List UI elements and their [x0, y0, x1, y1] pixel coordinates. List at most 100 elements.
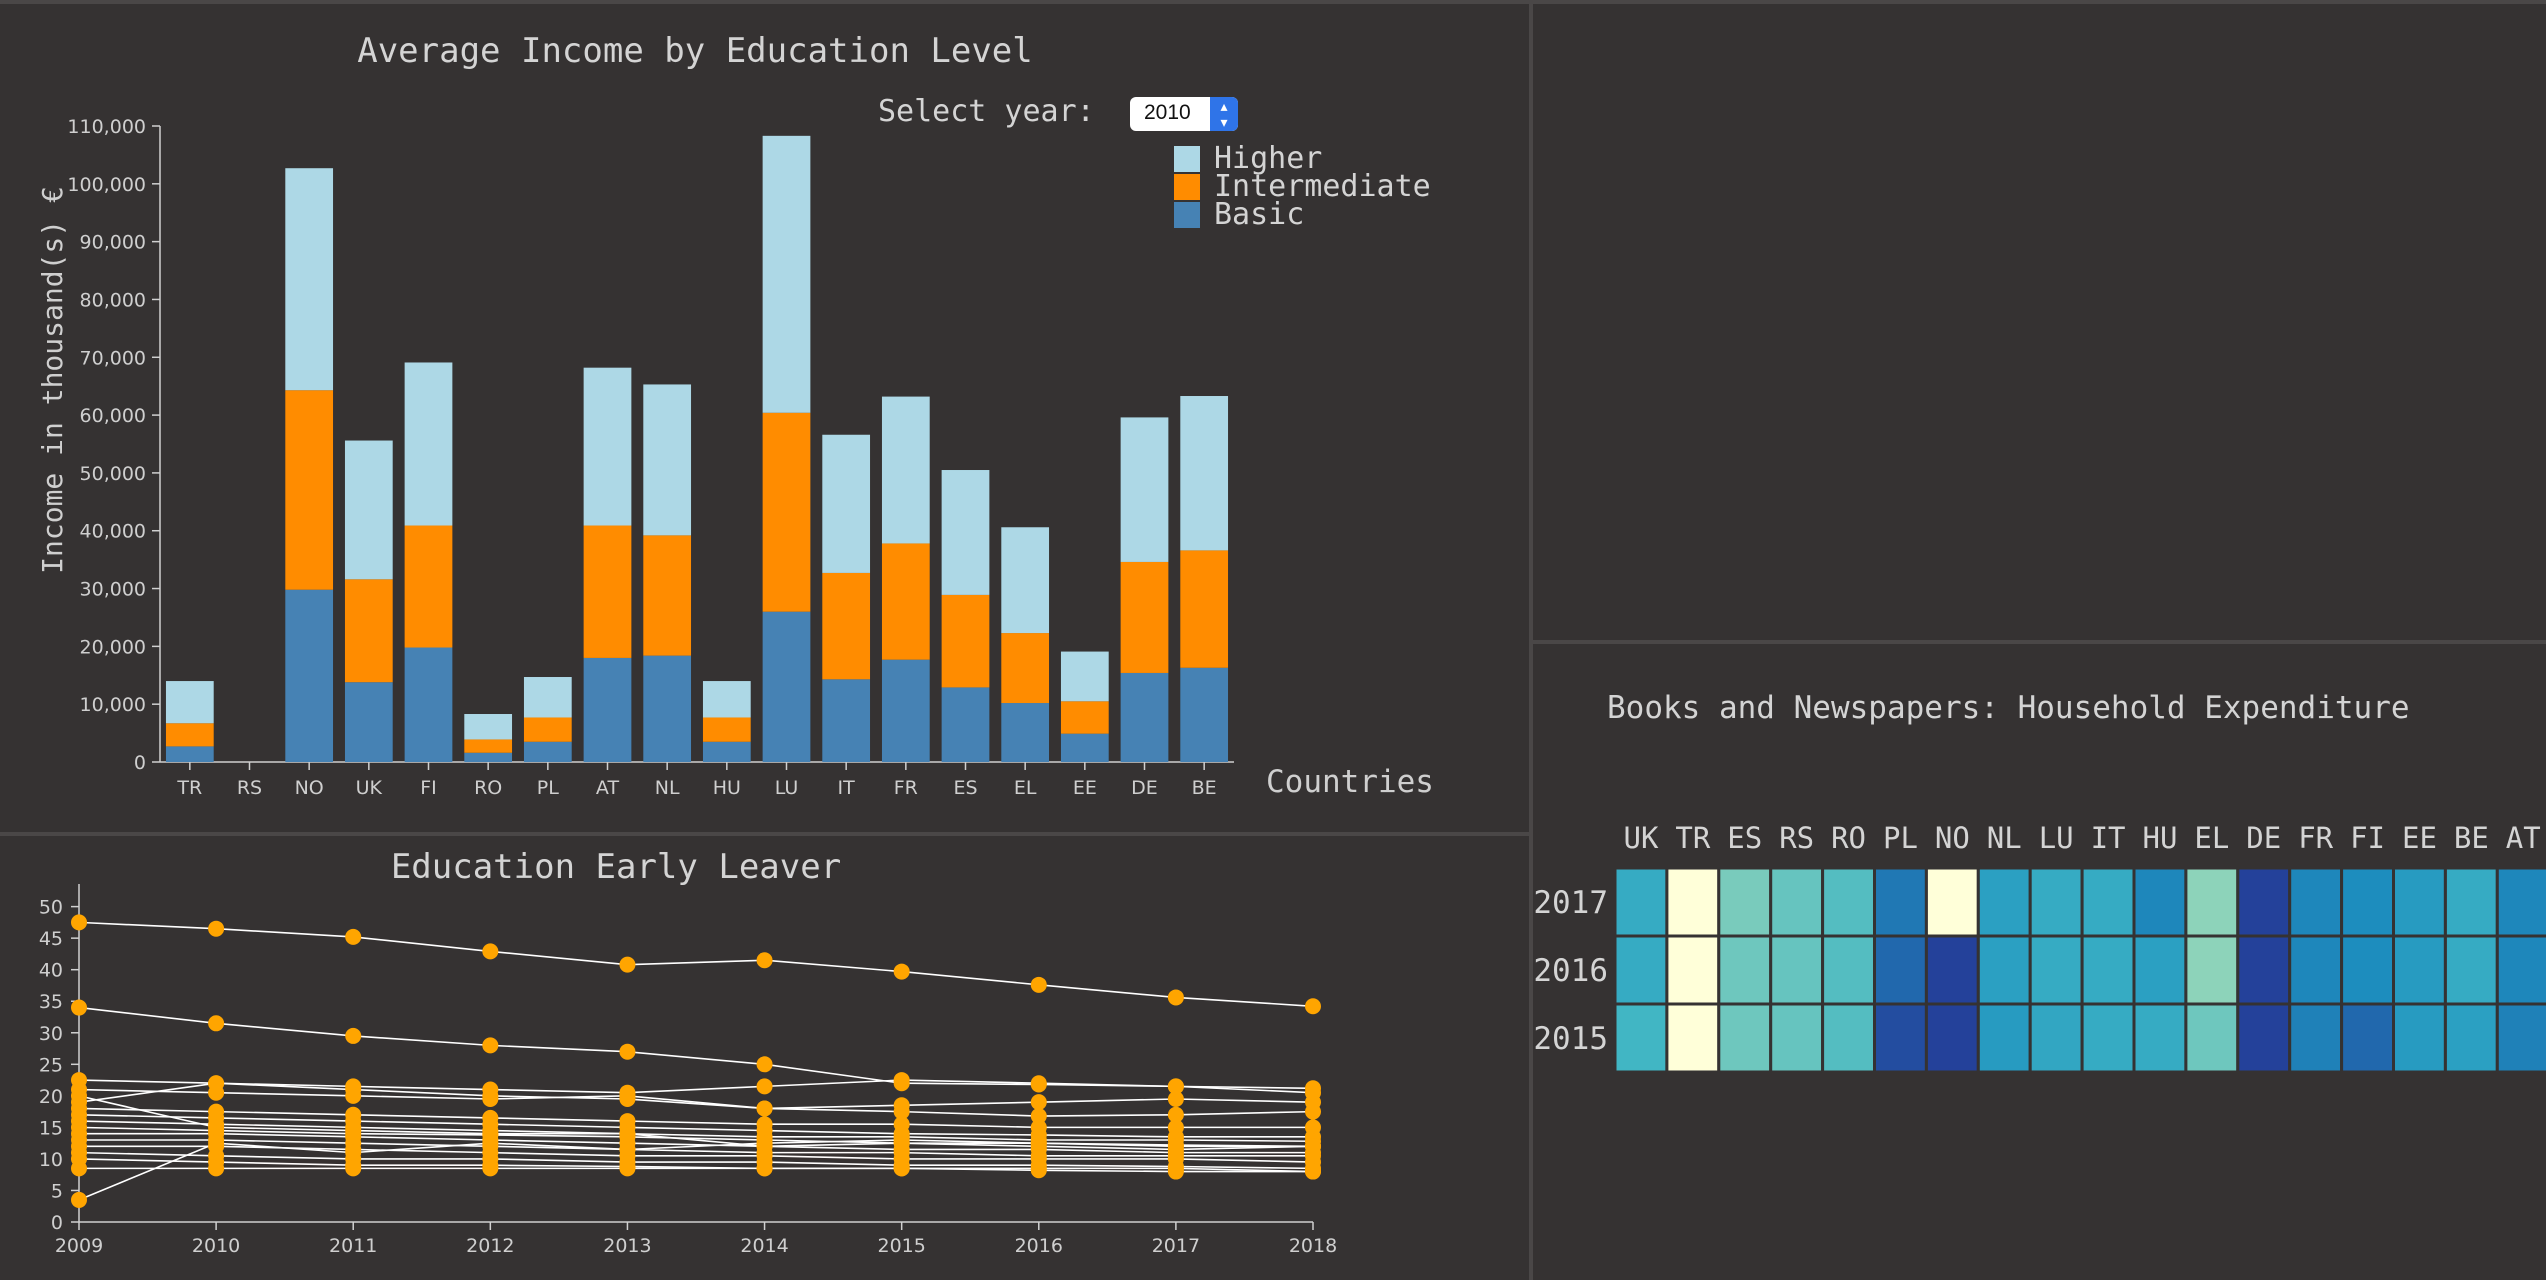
bar-basic-ES [941, 687, 990, 762]
series-line-9 [79, 1132, 1313, 1154]
y-tick-label: 110,000 [67, 116, 146, 138]
series-point-0-2016 [1030, 976, 1047, 993]
x-tick-label: FR [894, 777, 918, 799]
series-point-4-2017 [1167, 1091, 1184, 1107]
series-point-16-2016 [1030, 1135, 1047, 1152]
series-point-2-2016 [1030, 1075, 1047, 1092]
heatmap-cell-2016-IT [2080, 934, 2136, 1006]
y-tick-label: 5 [51, 1180, 63, 1202]
bar-basic-TR [165, 746, 214, 762]
chart-title: Average Income by Education Level [357, 31, 1033, 71]
series-point-0-2013 [619, 956, 636, 973]
heatmap-cell-2017-NO [1924, 866, 1980, 938]
bar-intermediate-RO [464, 739, 513, 753]
heatmap-cell-2017-HU [2132, 866, 2188, 938]
series-point-4-2016 [1030, 1094, 1047, 1111]
series-line-16 [78, 1139, 1313, 1201]
bar-intermediate-TR [165, 723, 214, 747]
heatmap-cell-2015-ES [1717, 1002, 1773, 1074]
x-tick-label: BE [1192, 777, 1217, 799]
bar-intermediate-IT [822, 572, 871, 680]
heatmap-cell-2015-PL [1873, 1002, 1928, 1074]
heatmap-col-label: FR [2298, 821, 2333, 855]
series-line-3 [78, 1088, 1314, 1117]
series-point-0-2012 [482, 943, 499, 960]
heatmap-cell-2015-EL [2184, 1002, 2240, 1074]
series-line-10 [79, 1139, 1313, 1157]
series-point-15-2013 [619, 1125, 636, 1142]
bar-basic-RO [464, 752, 513, 762]
series-point-16-2014 [756, 1135, 773, 1152]
heatmap-cell-2017-RS [1769, 866, 1825, 938]
series-point-14-2014 [756, 1160, 773, 1177]
series-line-0 [78, 921, 1314, 1008]
heatmap-cell-2017-FI [2340, 866, 2395, 938]
bar-basic-BE [1180, 667, 1229, 762]
bar-intermediate-FI [404, 525, 453, 648]
series-point-0-2010 [208, 920, 225, 937]
series-line-2 [78, 1079, 1314, 1094]
bar-intermediate-NO [285, 390, 334, 590]
heatmap-cell-2017-FR [2288, 866, 2344, 938]
series-point-0-2011 [345, 928, 362, 945]
bar-higher-EE [1060, 651, 1109, 702]
legend-swatch-higher [1174, 146, 1200, 172]
heatmap-col-label: PL [1883, 821, 1918, 855]
series-point-0-2018 [1305, 998, 1321, 1015]
bar-higher-FI [404, 362, 453, 526]
bar-intermediate-EE [1060, 701, 1109, 734]
y-tick-label: 70,000 [80, 347, 146, 369]
series-point-16-2018 [1305, 1138, 1321, 1155]
books-heatmap: Books and Newspapers: Household Expendit… [1533, 690, 2546, 1074]
x-tick-label: EE [1073, 777, 1097, 799]
series-line-12 [78, 1151, 1314, 1170]
series-line-6 [78, 1113, 1313, 1138]
heatmap-cell-2015-NO [1924, 1002, 1980, 1074]
y-tick-label: 35 [39, 991, 63, 1013]
heatmap-col-label: BE [2454, 821, 2489, 855]
series-line-4 [78, 1082, 1314, 1110]
heatmap-col-label: TR [1675, 821, 1710, 855]
heatmap-cell-2015-AT [2495, 1002, 2546, 1074]
year-select-value: 2010 [1144, 101, 1191, 124]
bar-intermediate-UK [344, 579, 393, 683]
year-select[interactable]: 2010 ▴ ▾ [1130, 97, 1238, 131]
bar-intermediate-HU [702, 717, 751, 742]
income-bar-chart: Average Income by Education Level 0 10,000… [36, 31, 1434, 800]
heatmap-col-label: FI [2350, 821, 2385, 855]
x-tick-label: NL [655, 777, 680, 799]
y-tick-label: 30 [39, 1023, 63, 1045]
heatmap-cell-2016-AT [2495, 934, 2546, 1006]
heatmap-cell-2015-DE [2236, 1002, 2292, 1074]
y-tick-label: 25 [39, 1054, 63, 1076]
x-tick-label: RS [237, 777, 262, 799]
bar-intermediate-AT [583, 525, 632, 658]
x-tick-label: 2016 [1015, 1235, 1063, 1257]
x-tick-label: AT [596, 777, 620, 799]
heatmap-col-label: AT [2506, 821, 2541, 855]
series-point-0-2015 [893, 963, 910, 980]
bar-higher-ES [941, 470, 990, 595]
heatmap-cell-2017-UK [1613, 866, 1669, 938]
heatmap-cell-2016-ES [1717, 934, 1773, 1006]
bar-intermediate-LU [762, 412, 811, 612]
heatmap-col-label: NO [1935, 821, 1970, 855]
legend-swatch-intermediate [1174, 174, 1200, 200]
x-tick-label: FI [420, 777, 437, 799]
series-line-7 [78, 1120, 1314, 1143]
x-axis-label: Countries [1266, 764, 1434, 800]
x-tick-label: NO [295, 777, 324, 799]
heatmap-cell-2017-BE [2443, 866, 2499, 938]
heatmap-cell-2016-LU [2028, 934, 2084, 1006]
heatmap-cell-2016-FI [2340, 934, 2395, 1006]
income-panel: Select year: 2010 ▴ ▾ Average Income by E… [0, 0, 1533, 836]
series-point-4-2018 [1305, 1094, 1321, 1111]
empty-panel [1533, 0, 2546, 644]
series-point-14-2009 [71, 1160, 87, 1177]
y-tick-label: 90,000 [80, 232, 146, 254]
bar-higher-HU [702, 681, 751, 718]
heatmap-col-label: IT [2091, 821, 2126, 855]
x-tick-label: HU [713, 777, 741, 799]
heatmap-cell-2017-AT [2495, 866, 2546, 938]
heatmap-cell-2015-BE [2443, 1002, 2499, 1074]
